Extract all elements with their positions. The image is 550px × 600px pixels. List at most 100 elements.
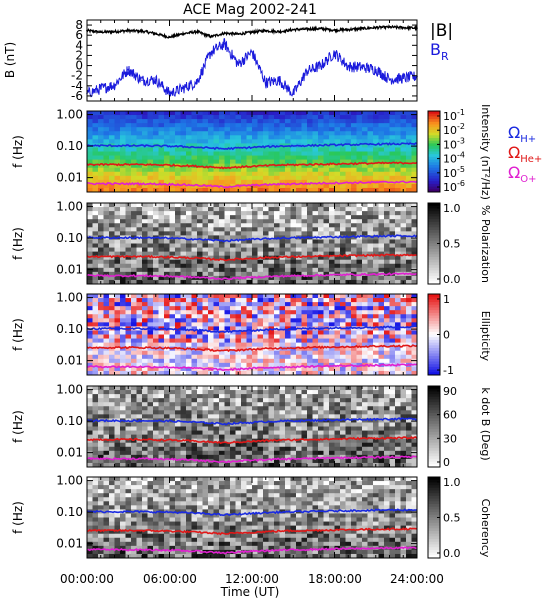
p4-cell <box>395 338 401 343</box>
p4-cell <box>351 334 357 339</box>
p2-cell <box>395 155 401 160</box>
p5-cell <box>164 390 170 395</box>
p4-cell <box>109 354 115 360</box>
p2-cell <box>263 151 269 156</box>
p4-cell <box>367 342 374 348</box>
p4-cell <box>411 318 418 323</box>
p2-cell <box>384 115 390 120</box>
p5-cell <box>142 430 148 435</box>
p4-cell <box>208 330 214 335</box>
p2-cell <box>213 175 220 181</box>
p4-cell <box>147 310 154 315</box>
p4-cell <box>114 370 121 376</box>
p2-cell <box>175 131 181 136</box>
p2-cell <box>175 155 181 160</box>
p3-cell <box>285 279 291 285</box>
p3-cell <box>219 235 225 240</box>
p2-cell <box>307 171 313 177</box>
p5-cell <box>213 462 220 468</box>
p5-cell <box>257 446 264 452</box>
p2-cell <box>301 151 308 156</box>
p2-cell <box>175 187 181 193</box>
p2-cell <box>378 163 385 169</box>
p3-cell <box>340 279 346 285</box>
p2-cell <box>356 167 363 173</box>
p3-cell <box>340 211 346 216</box>
p2-cell <box>268 147 275 152</box>
p4-cell <box>202 326 209 331</box>
p4-cell <box>103 294 110 299</box>
p5-cell <box>263 450 269 456</box>
p4-cell <box>290 342 297 348</box>
p2-cell <box>389 147 396 152</box>
p3-cell <box>329 227 335 232</box>
p3-cell <box>400 223 407 228</box>
p3-cell <box>241 231 247 236</box>
p4-cell <box>312 318 319 323</box>
p2-cell <box>307 187 313 193</box>
p2-cell <box>241 111 247 116</box>
p5-cell <box>109 398 115 403</box>
p5-cell <box>279 398 286 403</box>
p5-cell <box>301 454 308 460</box>
p4-cell <box>98 334 104 339</box>
p2-cell <box>142 179 148 185</box>
p5-cell <box>279 406 286 411</box>
p3-cell <box>103 215 110 220</box>
p3-cell <box>384 211 390 216</box>
p2-cell <box>219 111 225 116</box>
p2-cell <box>301 135 308 140</box>
p5-cell <box>334 402 341 407</box>
p2-cell <box>268 159 275 165</box>
p4-cell <box>378 306 385 311</box>
p4-cell <box>169 310 176 315</box>
p3-cell <box>180 227 187 232</box>
p4-cell <box>169 314 176 319</box>
p2-cell <box>290 127 297 132</box>
p4-cell <box>411 306 418 311</box>
p4-colorbar-step <box>428 326 440 330</box>
p2-cell <box>274 171 280 177</box>
p2-cell <box>246 127 253 132</box>
p3-cell <box>411 259 418 265</box>
p3-cell <box>356 263 363 269</box>
p5-cell <box>109 394 115 399</box>
p3-cell <box>279 211 286 216</box>
p3-cell <box>120 251 126 257</box>
p3-cell <box>378 215 385 220</box>
p2-cell <box>186 151 192 156</box>
p3-cell <box>224 239 231 244</box>
p5-cell <box>136 410 143 415</box>
p2-cell <box>400 183 407 189</box>
p2-cell <box>191 155 198 160</box>
p5-cell <box>318 434 324 440</box>
p3-cell <box>406 243 412 248</box>
p3-cell <box>334 207 341 212</box>
p6-cell <box>103 545 110 551</box>
p5-cell <box>329 386 335 391</box>
p5-cell <box>252 442 258 448</box>
p4-cell <box>367 326 374 331</box>
p3-cell <box>373 267 379 273</box>
p4-cell <box>109 314 115 319</box>
p5-cell <box>367 450 374 456</box>
p6-cell <box>103 521 110 526</box>
p3-cell <box>307 243 313 248</box>
p4-colorbar-step <box>428 315 440 319</box>
p2-cell <box>406 119 412 124</box>
p3-cell <box>197 239 203 244</box>
p5-cell <box>329 434 335 440</box>
p2-cell <box>103 187 110 193</box>
p5-cell <box>158 410 165 415</box>
p3-cell <box>180 271 187 277</box>
p4-cell <box>263 302 269 307</box>
p3-cell <box>197 215 203 220</box>
p4-cell <box>252 370 258 376</box>
p2-cell <box>263 131 269 136</box>
p5-cell <box>241 438 247 444</box>
p3-cell <box>389 211 396 216</box>
p4-cell <box>109 334 115 339</box>
p3-cell <box>169 207 176 212</box>
p3-cell <box>334 263 341 269</box>
p3-cell <box>180 211 187 216</box>
